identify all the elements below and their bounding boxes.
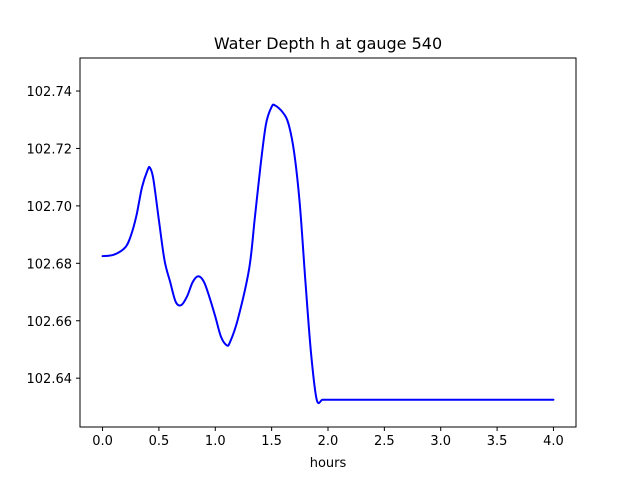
x-tick-label: 4.0 (543, 434, 564, 449)
y-axis: 102.64 102.66 102.68 102.70 102.72 102.74 (27, 85, 80, 387)
x-tick-label: 3.5 (487, 434, 508, 449)
y-tick-label: 102.68 (27, 257, 73, 272)
x-tick-label: 0.5 (149, 434, 170, 449)
y-tick-label: 102.66 (27, 315, 73, 330)
x-tick-label: 2.0 (318, 434, 339, 449)
x-tick-label: 3.0 (430, 434, 451, 449)
x-axis-label: hours (310, 456, 347, 471)
x-tick-label: 2.5 (374, 434, 395, 449)
x-axis: 0.0 0.5 1.0 1.5 2.0 2.5 3.0 3.5 4.0 (92, 427, 564, 449)
y-tick-label: 102.74 (27, 85, 73, 100)
y-tick-label: 102.64 (27, 372, 73, 387)
x-tick-label: 0.0 (92, 434, 113, 449)
series-line (101, 103, 555, 405)
chart-title: Water Depth h at gauge 540 (214, 34, 442, 53)
series-group (101, 103, 555, 405)
y-tick-label: 102.70 (27, 200, 73, 215)
x-tick-label: 1.0 (205, 434, 226, 449)
x-tick-label: 1.5 (261, 434, 282, 449)
y-tick-label: 102.72 (27, 142, 73, 157)
plot-frame (79, 57, 577, 428)
